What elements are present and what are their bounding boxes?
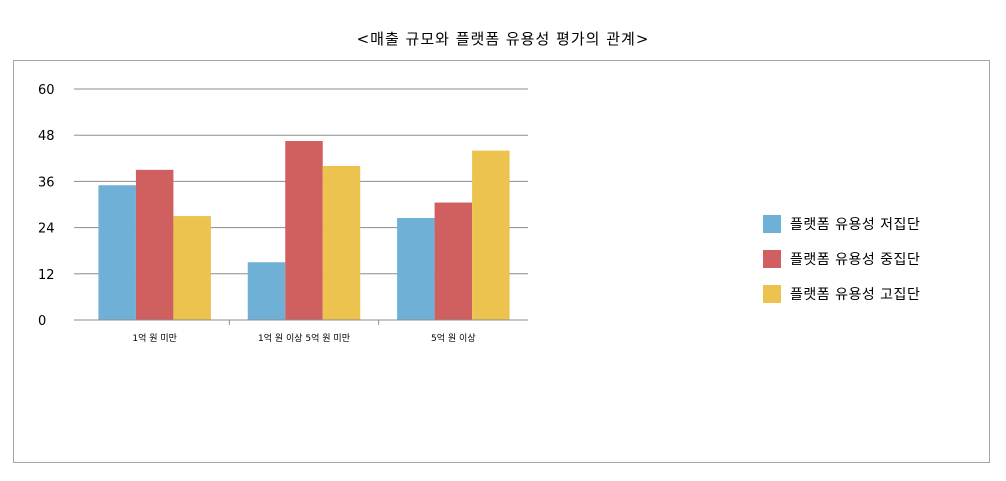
y-tick-label: 48 [38, 129, 55, 144]
legend-swatch [763, 215, 781, 233]
x-category-label: 1억 원 미만 [132, 332, 177, 344]
bar [434, 202, 473, 320]
y-tick-label: 60 [38, 83, 55, 98]
legend-label: 플랫폼 유용성 고집단 [790, 287, 921, 303]
legend-label: 플랫폼 유용성 중집단 [790, 252, 921, 268]
bar [247, 262, 286, 320]
bar [285, 140, 323, 320]
legend-item: 플랫폼 유용성 고집단 [763, 285, 920, 303]
y-tick-label: 0 [38, 314, 46, 329]
chart-frame [13, 60, 990, 463]
x-category-label: 5억 원 이상 [431, 332, 476, 344]
y-tick-label: 36 [38, 175, 55, 190]
legend-label: 플랫폼 유용성 저집단 [790, 217, 921, 233]
legend-swatch [763, 285, 781, 303]
bars [98, 140, 510, 320]
bar [472, 150, 510, 320]
chart-title: <매출 규모와 플랫폼 유용성 평가의 관계> [356, 30, 650, 48]
y-tick-label: 12 [38, 268, 55, 283]
legend-item: 플랫폼 유용성 저집단 [763, 215, 920, 233]
x-category-label: 1억 원 이상 5억 원 미만 [258, 332, 350, 344]
x-axis-labels: 1억 원 미만 1억 원 이상 5억 원 미만 5억 원 이상 [132, 320, 476, 344]
bar [397, 217, 435, 320]
bar [98, 185, 136, 320]
y-tick-label: 24 [38, 222, 55, 237]
bar [135, 169, 174, 320]
legend-swatch [763, 250, 781, 268]
bar [173, 216, 211, 320]
y-axis-ticks: 0 12 24 36 48 60 [38, 83, 80, 329]
bar [322, 166, 361, 320]
legend-item: 플랫폼 유용성 중집단 [763, 250, 920, 268]
